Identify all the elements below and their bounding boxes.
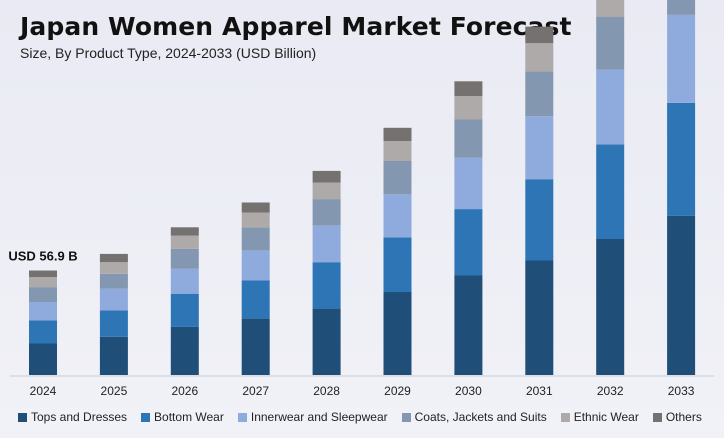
bar-segment-2025-2 xyxy=(99,288,128,311)
bar-segment-2024-0 xyxy=(29,343,57,375)
bar-segment-2033-3 xyxy=(667,0,696,15)
bar-segment-2032-1 xyxy=(596,144,625,239)
legend-swatch xyxy=(141,412,151,422)
chart-title: Japan Women Apparel Market Forecast xyxy=(20,12,572,41)
annotations: USD 56.9 BUSD 82.5 B xyxy=(8,249,77,264)
bar-segment-2030-4 xyxy=(454,96,483,120)
bar-segment-2027-2 xyxy=(241,250,270,281)
x-tick-label-2025: 2025 xyxy=(101,384,128,398)
bar-segment-2031-2 xyxy=(525,116,554,180)
x-tick-label-2030: 2030 xyxy=(455,384,482,398)
legend: Tops and Dresses Bottom Wear Innerwear and… xyxy=(18,410,702,424)
bar-segment-2033-0 xyxy=(667,215,696,375)
bar-segment-2025-1 xyxy=(99,310,128,337)
bar-segment-2032-4 xyxy=(596,0,625,17)
bar-segment-2028-1 xyxy=(312,262,341,309)
legend-item-1: Bottom Wear xyxy=(141,410,224,424)
bar-segment-2031-1 xyxy=(525,179,554,261)
x-tick-label-2031: 2031 xyxy=(526,384,553,398)
bar-segment-2028-2 xyxy=(312,225,341,263)
bar-segment-2026-1 xyxy=(170,293,199,327)
legend-label: Tops and Dresses xyxy=(31,410,128,424)
bar-segment-2027-4 xyxy=(241,212,270,228)
bar-segment-2025-0 xyxy=(99,336,128,375)
bar-segment-2029-5 xyxy=(383,127,412,142)
bar-segment-2026-4 xyxy=(170,235,199,249)
bar-segment-2024-1 xyxy=(29,320,57,344)
legend-label: Innerwear and Sleepwear xyxy=(250,410,388,424)
bar-segment-2030-3 xyxy=(454,119,483,158)
bar-segment-2025-4 xyxy=(99,262,128,274)
legend-swatch xyxy=(560,412,570,422)
bar-segment-2028-0 xyxy=(312,308,341,375)
legend-swatch xyxy=(237,412,247,422)
bar-segment-2025-5 xyxy=(99,253,128,263)
bar-segment-2032-2 xyxy=(596,69,625,145)
legend-label: Coats, Jackets and Suits xyxy=(414,410,547,424)
bar-segment-2033-1 xyxy=(667,102,696,216)
bar-segment-2025-3 xyxy=(99,273,128,289)
bar-segment-2028-5 xyxy=(312,170,341,183)
bar-segment-2030-2 xyxy=(454,157,483,210)
legend-label: Bottom Wear xyxy=(154,410,224,424)
bar-segment-2028-3 xyxy=(312,199,341,226)
bar-segment-2029-1 xyxy=(383,237,412,293)
bar-segment-2031-4 xyxy=(525,43,554,72)
bar-segment-2024-2 xyxy=(29,302,57,321)
bar-segment-2026-5 xyxy=(170,227,199,236)
bar-segment-2031-0 xyxy=(525,260,554,375)
legend-swatch xyxy=(652,412,662,422)
bar-segment-2031-5 xyxy=(525,26,554,44)
bar-segment-2032-3 xyxy=(596,16,625,70)
bar-segment-2031-3 xyxy=(525,71,554,117)
legend-item-0: Tops and Dresses xyxy=(18,410,127,424)
bar-segment-2026-0 xyxy=(170,326,199,375)
bar-segment-2027-3 xyxy=(241,227,270,251)
x-tick-label-2024: 2024 xyxy=(30,384,57,398)
bars-group xyxy=(29,0,696,375)
bar-segment-2029-2 xyxy=(383,194,412,238)
bar-segment-2030-5 xyxy=(454,81,483,97)
bar-segment-2029-3 xyxy=(383,161,412,195)
bar-segment-2030-0 xyxy=(454,275,483,375)
x-tick-label-2028: 2028 xyxy=(313,384,340,398)
chart-subtitle: Size, By Product Type, 2024-2033 (USD Bi… xyxy=(20,45,317,61)
legend-item-3: Coats, Jackets and Suits xyxy=(401,410,547,424)
legend-label: Others xyxy=(665,410,702,424)
x-tick-label-2033: 2033 xyxy=(668,384,695,398)
bar-segment-2028-4 xyxy=(312,182,341,200)
total-label-2024: USD 56.9 B xyxy=(8,249,77,264)
bar-segment-2024-5 xyxy=(29,270,57,278)
x-tick-label-2029: 2029 xyxy=(384,384,411,398)
x-tick-label-2026: 2026 xyxy=(171,384,198,398)
legend-item-5: Others xyxy=(652,410,702,424)
bar-segment-2027-0 xyxy=(241,318,270,375)
bar-segment-2032-0 xyxy=(596,239,625,375)
x-tick-label-2027: 2027 xyxy=(242,384,269,398)
legend-swatch xyxy=(401,412,411,422)
x-tick-labels: 2024 2025 2026 2027 2028 2029 2030 2031 2032 2033 xyxy=(30,384,695,398)
bar-segment-2030-1 xyxy=(454,209,483,276)
bar-segment-2024-3 xyxy=(29,287,57,302)
bar-segment-2024-4 xyxy=(29,277,57,288)
x-tick-label-2032: 2032 xyxy=(597,384,624,398)
legend-swatch xyxy=(18,412,27,422)
bar-segment-2027-5 xyxy=(241,202,270,213)
bar-segment-2029-4 xyxy=(383,141,412,161)
bar-segment-2026-2 xyxy=(170,268,199,294)
legend-label: Ethnic Wear xyxy=(573,410,639,424)
bar-segment-2033-2 xyxy=(667,15,696,103)
bar-segment-2027-1 xyxy=(241,280,270,319)
legend-item-4: Ethnic Wear xyxy=(560,410,639,424)
bar-segment-2029-0 xyxy=(383,292,412,375)
legend-item-2: Innerwear and Sleepwear xyxy=(237,410,388,424)
bar-segment-2026-3 xyxy=(170,248,199,269)
